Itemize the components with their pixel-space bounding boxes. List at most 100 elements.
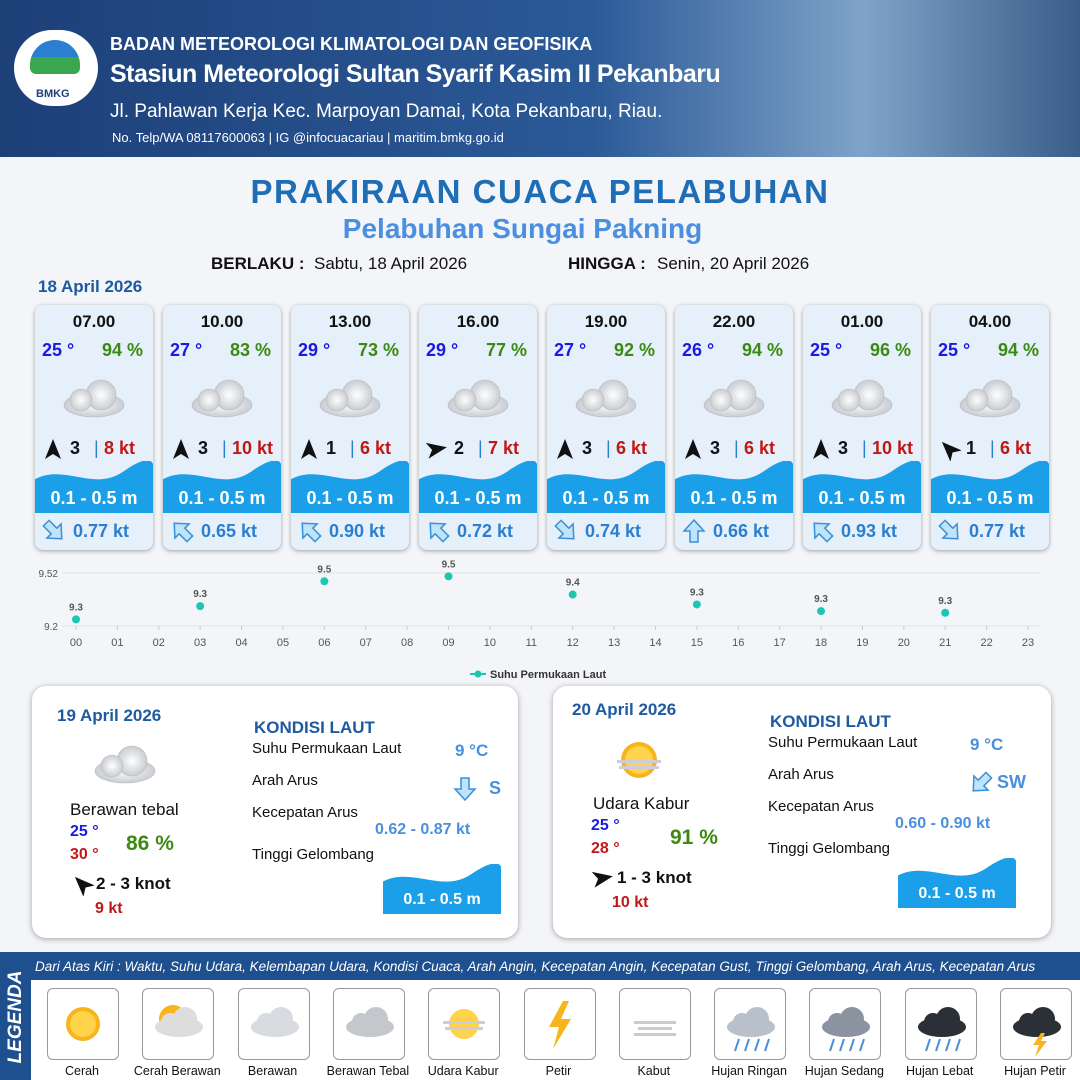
legend-label: Udara Kabur (427, 1064, 499, 1078)
current-speed: 0.62 - 0.87 kt (375, 821, 471, 838)
x-tick-label: 20 (898, 637, 910, 649)
weather-icon (959, 379, 1021, 418)
current-speed: 0.90 kt (329, 521, 386, 541)
time: 04.00 (968, 312, 1012, 331)
separator: | (478, 438, 483, 458)
weather-icon (575, 379, 637, 418)
wind-arrow (425, 442, 447, 459)
label: BERLAKU : (211, 254, 305, 273)
humidity: 94 % (101, 340, 143, 360)
wind-speed: 3 (838, 438, 849, 458)
time: 16.00 (456, 312, 500, 331)
wave (291, 461, 409, 513)
data-label: 9.4 (566, 578, 580, 589)
humidity: 86 % (126, 832, 174, 855)
wind-arrow (813, 439, 829, 459)
wave-height: 0.1 - 0.5 m (946, 488, 1034, 508)
x-tick-label: 16 (732, 637, 744, 649)
x-tick-label: 06 (318, 637, 330, 649)
current-arrow (173, 522, 194, 543)
separator: | (606, 438, 611, 458)
current-arrow (301, 522, 322, 543)
legend-label: Hujan Petir (1004, 1064, 1066, 1078)
wind: 2 - 3 knot (96, 874, 171, 893)
gust: 8 kt (104, 438, 136, 458)
legend-icon (809, 988, 882, 1060)
legend-icon (618, 988, 691, 1060)
x-tick-label: 19 (856, 637, 868, 649)
wind-speed: 3 (582, 438, 593, 458)
forecast-card: 22.00 26 ° 94 % 3 | 6 kt 0.1 - 0.5 m 0.66 kt (675, 305, 793, 550)
data-label: 9.3 (690, 587, 704, 598)
separator: | (94, 438, 99, 458)
wind-arrow (941, 441, 961, 461)
legend-label: Berawan Tebal (326, 1064, 410, 1078)
condition: Udara Kabur (593, 794, 690, 813)
sea-label: Kecepatan Arus (252, 804, 358, 821)
day-panel: 20 April 2026 Udara Kabur 25 ° 28 ° 91 % 1 - … (553, 686, 1051, 938)
temperature: 29 ° (426, 340, 459, 360)
gust: 10 kt (612, 894, 649, 911)
legend-label: Suhu Permukaan Laut (490, 669, 606, 681)
subtitle: Pelabuhan Sungai Pakning (342, 213, 703, 244)
label: HINGGA : (568, 254, 646, 273)
gust: 6 kt (1000, 438, 1032, 458)
temp-max: 30 ° (70, 846, 99, 863)
weather-icon (63, 379, 125, 418)
current-speed: 0.72 kt (457, 521, 514, 541)
date: 20 April 2026 (572, 700, 677, 719)
title: PRAKIRAAN CUACA PELABUHAN (250, 173, 830, 210)
address: Jl. Pahlawan Kerja Kec. Marpoyan Damai, … (110, 101, 663, 122)
legend-icon (237, 988, 310, 1060)
x-tick-label: 04 (235, 637, 247, 649)
sst: 9 °C (970, 735, 1004, 754)
humidity: 96 % (869, 340, 911, 360)
wave (35, 461, 153, 513)
legend-icon (332, 988, 405, 1060)
sea-label: Suhu Permukaan Laut (768, 734, 918, 751)
legend-icon (47, 988, 119, 1060)
current-speed: 0.60 - 0.90 kt (895, 815, 991, 832)
time: 22.00 (712, 312, 756, 331)
sea-title: KONDISI LAUT (770, 712, 891, 731)
x-tick-label: 02 (153, 637, 165, 649)
legend-label: Hujan Sedang (804, 1064, 884, 1078)
legend-label: Cerah Berawan (133, 1064, 221, 1078)
separator: | (862, 438, 867, 458)
wave (675, 461, 793, 513)
weather-icon (447, 379, 509, 418)
legend-label: Hujan Lebat (905, 1064, 974, 1078)
current-arrow (429, 522, 450, 543)
temperature: 27 ° (170, 340, 203, 360)
current-speed: 0.77 kt (73, 521, 130, 541)
value: Senin, 20 April 2026 (657, 254, 810, 273)
data-point (817, 607, 826, 616)
wave (547, 461, 665, 513)
sst-chart: 9.2 9.52 00 01 02 03 04 05 06 07 08 09 10 11 12 13 14 15 1… (39, 559, 1040, 681)
current-speed: 0.74 kt (585, 521, 642, 541)
wave-height: 0.1 - 0.5 m (818, 488, 906, 508)
x-tick-label: 08 (401, 637, 413, 649)
wind-speed: 2 (454, 438, 465, 458)
current-dir: S (489, 778, 502, 798)
legend-label: Hujan Ringan (711, 1064, 787, 1078)
sea-label: Tinggi Gelombang (252, 846, 375, 863)
current-arrow (42, 519, 63, 540)
station: Stasiun Meteorologi Sultan Syarif Kasim … (110, 60, 721, 88)
legend-label: Berawan (247, 1064, 298, 1078)
current-speed: 0.66 kt (713, 521, 770, 541)
time: 13.00 (328, 312, 372, 331)
temperature: 26 ° (682, 340, 715, 360)
wave-height: 0.1 - 0.5 m (403, 891, 481, 908)
data-point (196, 602, 205, 611)
wave-height: 0.1 - 0.5 m (918, 885, 996, 902)
y-tick-label: 9.2 (44, 622, 58, 633)
x-tick-label: 17 (774, 637, 786, 649)
wind-arrow (591, 871, 613, 888)
wave (803, 461, 921, 513)
x-tick-label: 11 (526, 637, 537, 649)
gust: 7 kt (488, 438, 520, 458)
legend-label: Kabut (637, 1064, 671, 1078)
sst: 9 °C (455, 741, 489, 760)
condition: Berawan tebal (70, 800, 179, 819)
